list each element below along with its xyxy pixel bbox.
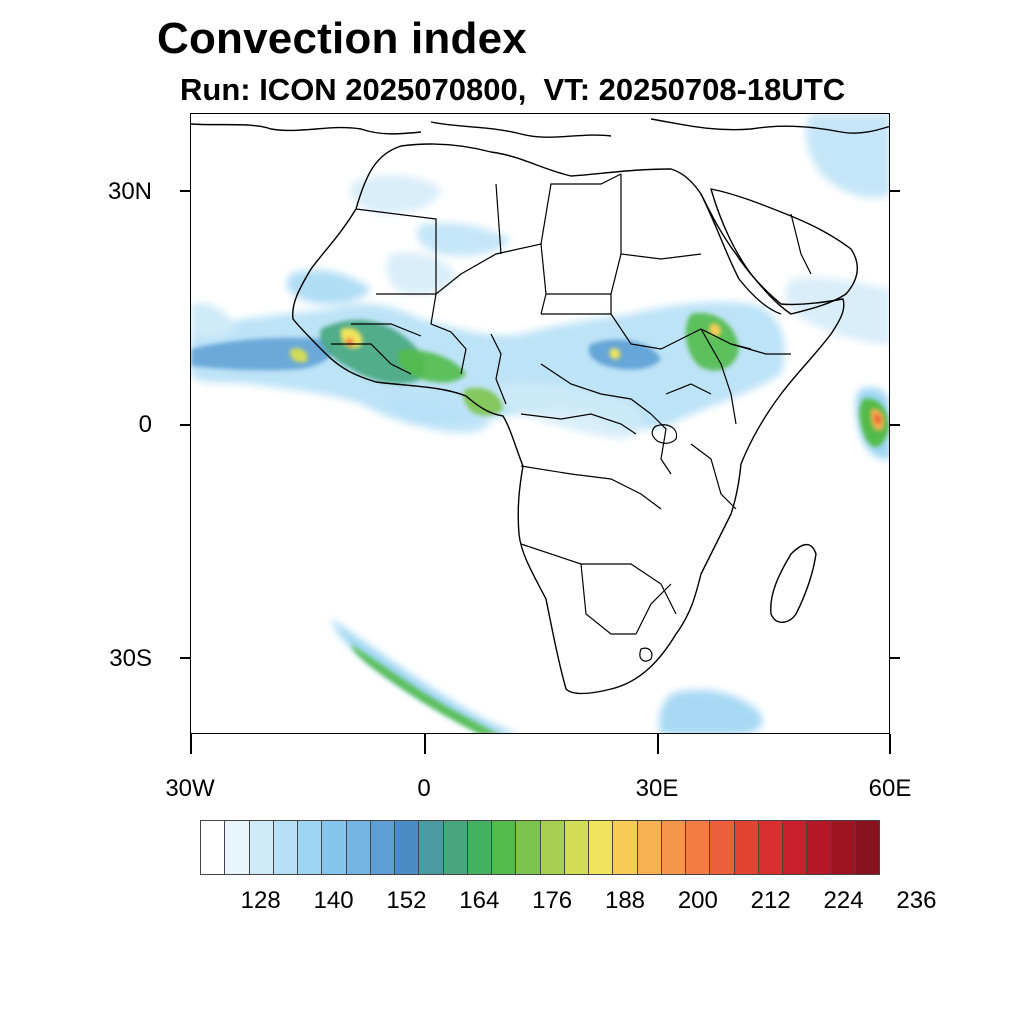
country-borders xyxy=(331,173,812,635)
tick-lat-30n-right xyxy=(890,190,900,192)
colorbar-swatch xyxy=(855,820,880,875)
tick-lon-0 xyxy=(424,734,426,754)
colorbar-swatch xyxy=(492,820,517,875)
tick-lon-30w xyxy=(190,734,192,754)
colorbar-swatch xyxy=(661,820,686,875)
colorbar-tick-label: 224 xyxy=(823,887,864,914)
colorbar-swatch xyxy=(370,820,395,875)
convection-peaks xyxy=(290,323,885,431)
lat-label-30n: 30N xyxy=(107,178,152,205)
lon-label-60e: 60E xyxy=(868,775,912,802)
lat-label-30s: 30S xyxy=(109,645,152,672)
map-canvas xyxy=(191,114,889,733)
colorbar-swatch xyxy=(613,820,638,875)
colorbar-swatch xyxy=(467,820,492,875)
colorbar-tick-label: 164 xyxy=(459,887,500,914)
chart-title: Convection index xyxy=(157,14,527,63)
tick-lat-30s xyxy=(180,657,190,659)
colorbar-swatch xyxy=(346,820,371,875)
lon-label-30w: 30W xyxy=(165,775,215,802)
colorbar-swatch xyxy=(395,820,420,875)
colorbar-swatch xyxy=(298,820,323,875)
colorbar-swatch xyxy=(540,820,565,875)
colorbar-swatch xyxy=(758,820,783,875)
colorbar-swatch xyxy=(831,820,856,875)
colorbar-swatch xyxy=(783,820,808,875)
colorbar-swatch xyxy=(734,820,759,875)
colorbar-tick-label: 188 xyxy=(604,887,646,914)
colorbar-swatch xyxy=(686,820,711,875)
coastlines xyxy=(191,118,889,695)
colorbar-swatch xyxy=(322,820,347,875)
tick-lat-30s-right xyxy=(890,657,900,659)
colorbar-tick-label: 200 xyxy=(677,887,718,914)
colorbar-tick-label: 128 xyxy=(240,887,281,914)
tick-lat-0-right xyxy=(890,424,900,426)
colorbar-tick-label: 212 xyxy=(750,887,791,914)
colorbar-tick-label: 236 xyxy=(896,887,937,914)
colorbar-tick-label: 176 xyxy=(532,887,573,914)
lon-label-0: 0 xyxy=(417,775,431,802)
colorbar-swatch xyxy=(273,820,298,875)
lon-label-30e: 30E xyxy=(635,775,679,802)
tick-lat-0 xyxy=(180,424,190,426)
colorbar-swatch xyxy=(200,820,226,875)
tick-lon-30e xyxy=(657,734,659,754)
colorbar-tick-label: 152 xyxy=(386,887,427,914)
tick-lat-30n xyxy=(180,190,190,192)
chart-subtitle: Run: ICON 2025070800, VT: 20250708-18UTC xyxy=(180,72,846,107)
colorbar-swatch xyxy=(249,820,274,875)
colorbar-tick-label: 140 xyxy=(313,887,354,914)
lat-label-0: 0 xyxy=(138,411,152,438)
convection-field xyxy=(191,114,889,733)
tick-lon-60e xyxy=(889,734,891,754)
colorbar-swatch xyxy=(807,820,832,875)
colorbar-swatch xyxy=(419,820,444,875)
convection-mid xyxy=(191,313,889,733)
colorbar-swatch xyxy=(589,820,614,875)
colorbar-swatch xyxy=(225,820,250,875)
colorbar-swatch xyxy=(564,820,589,875)
colorbar-swatch xyxy=(443,820,468,875)
colorbar xyxy=(200,820,880,875)
colorbar-swatch xyxy=(516,820,541,875)
colorbar-swatch xyxy=(637,820,662,875)
colorbar-swatch xyxy=(710,820,735,875)
map-panel xyxy=(190,113,890,734)
